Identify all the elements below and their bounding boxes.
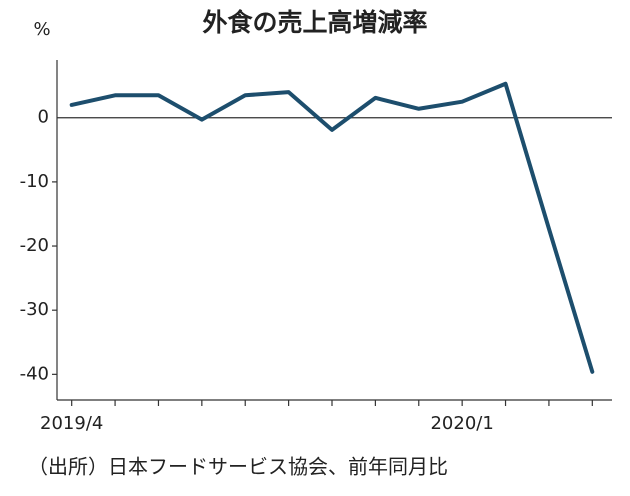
y-tick-label: -10	[20, 171, 49, 192]
y-tick-label: -40	[20, 363, 49, 384]
y-unit: %	[33, 19, 50, 40]
source-note: （出所）日本フードサービス協会、前年同月比	[28, 455, 448, 479]
y-tick-label: -30	[20, 299, 49, 320]
data-line	[69, 81, 595, 374]
y-tick-label: -20	[20, 235, 49, 256]
x-tick-label: 2019/4	[40, 413, 103, 434]
y-tick-label: 0	[38, 107, 49, 128]
x-tick-label: 2020/1	[430, 413, 493, 434]
chart-title: 外食の売上高増減率	[202, 8, 427, 37]
